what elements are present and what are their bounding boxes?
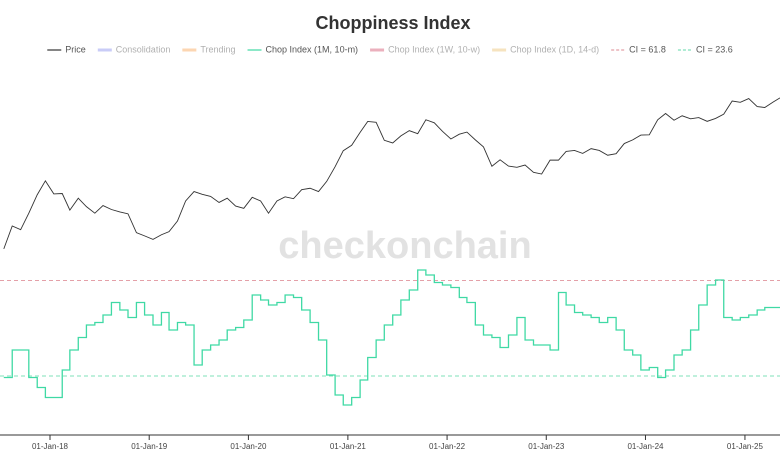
- legend: Price Consolidation Trending Chop Index (1M…: [47, 44, 733, 54]
- legend-label: Price: [65, 44, 86, 54]
- x-tick-label: 01-Jan-23: [528, 442, 565, 451]
- watermark: checkonchain: [278, 225, 531, 267]
- legend-label: CI = 61.8: [629, 44, 666, 54]
- x-tick-label: 01-Jan-19: [131, 442, 168, 451]
- chart-title: Choppiness Index: [315, 13, 470, 33]
- series-line: [3, 97, 780, 250]
- legend-label: Consolidation: [116, 44, 171, 54]
- x-tick-label: 01-Jan-21: [330, 442, 367, 451]
- legend-label: CI = 23.6: [696, 44, 733, 54]
- legend-label: Chop Index (1M, 10-m): [266, 44, 359, 54]
- x-tick-label: 01-Jan-25: [727, 442, 764, 451]
- series-line: [3, 269, 780, 406]
- x-tick-label: 01-Jan-20: [230, 442, 267, 451]
- x-tick-label: 01-Jan-18: [32, 442, 69, 451]
- legend-label: Chop Index (1W, 10-w): [388, 44, 480, 54]
- x-tick-label: 01-Jan-24: [627, 442, 664, 451]
- legend-label: Trending: [200, 44, 235, 54]
- x-tick-label: 01-Jan-22: [429, 442, 466, 451]
- legend-label: Chop Index (1D, 14-d): [510, 44, 599, 54]
